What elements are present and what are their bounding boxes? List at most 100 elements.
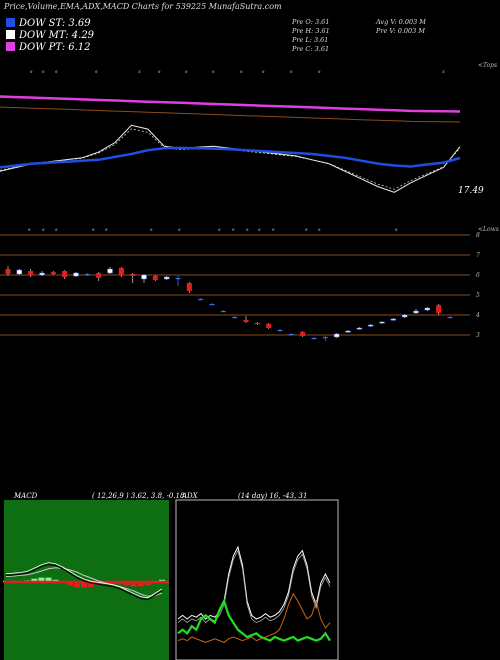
macd-histogram-bar-17 <box>123 582 130 586</box>
macd-histogram-bar-19 <box>137 582 144 587</box>
ema-top-label: <Tops <box>478 62 498 69</box>
candle-32 <box>367 324 374 327</box>
candle-9 <box>107 268 113 274</box>
macd-histogram-bar-9 <box>66 582 73 586</box>
macd-params: ( 12,26,9 ) 3.62, 3.8, -0.18 <box>92 492 185 500</box>
ema-marker-7: s <box>212 69 215 75</box>
candle-31 <box>356 327 363 330</box>
macd-histogram-bar-6 <box>45 577 52 582</box>
candle-1 <box>16 269 23 275</box>
price-marker-3: s <box>92 227 95 233</box>
candle-38 <box>436 305 442 313</box>
candle-10 <box>118 268 124 275</box>
candle-22 <box>254 323 260 325</box>
ema-st-line <box>0 146 461 169</box>
candle-37 <box>424 307 431 311</box>
candle-35 <box>401 314 408 318</box>
level-label-5: 5 <box>476 292 480 299</box>
macd-signal-line <box>5 567 163 597</box>
ema-marker-8: s <box>240 69 243 75</box>
price-lows-label: <Lows <box>478 226 499 233</box>
candle-6 <box>73 272 79 277</box>
price-marker-9: s <box>246 227 249 233</box>
page-title: Price,Volume,EMA,ADX,MACD Charts for 539… <box>4 2 282 11</box>
price-marker-10: s <box>258 227 261 233</box>
ema-mt-line <box>0 124 461 193</box>
candle-21 <box>243 320 249 322</box>
level-label-7: 7 <box>476 252 480 259</box>
candle-30 <box>345 330 351 333</box>
ema-marker-3: s <box>95 69 98 75</box>
macd-line <box>5 563 163 601</box>
price-marker-1: s <box>42 227 45 233</box>
candle-29 <box>333 333 340 338</box>
price-marker-8: s <box>232 227 235 233</box>
legend-swatch-pt <box>6 42 15 51</box>
ema-marker-6: s <box>185 69 188 75</box>
legend-swatch-mt <box>6 30 15 39</box>
adx-line-shadow <box>177 549 331 624</box>
macd-histogram-bar-12 <box>88 582 95 588</box>
candle-7 <box>84 274 90 276</box>
candle-12 <box>141 274 147 280</box>
price-marker-6: s <box>178 227 181 233</box>
level-label-6: 6 <box>476 272 480 279</box>
stat-prev-high: Pre H: 3.61 <box>292 27 330 35</box>
candle-16 <box>186 283 192 291</box>
candle-20 <box>232 317 238 319</box>
stat-prev-volume: Pre V: 0.003 M <box>376 27 426 35</box>
candle-3 <box>39 272 45 276</box>
candle-0 <box>5 269 11 274</box>
price-marker-14: s <box>395 227 398 233</box>
legend-dow-mt: DOW MT: 4.29 <box>6 30 94 41</box>
legend-label-pt: DOW PT: 6.12 <box>19 42 91 53</box>
macd-label: MACD <box>14 492 38 500</box>
macd-histogram-bar-18 <box>130 582 137 587</box>
candle-36 <box>413 310 419 314</box>
ema-last-value: 17.49 <box>458 186 484 196</box>
macd-histogram-bar-4 <box>31 578 38 582</box>
ema-marker-12: x <box>442 69 445 75</box>
adx-frame <box>175 499 339 660</box>
candle-28 <box>322 337 328 339</box>
price-marker-4: s <box>105 227 108 233</box>
candle-11 <box>130 274 136 276</box>
legend-dow-pt: DOW PT: 6.12 <box>6 42 91 53</box>
level-label-3: 3 <box>476 332 480 339</box>
price-marker-13: s <box>318 227 321 233</box>
stat-prev-low: Pre L: 3.61 <box>292 36 329 44</box>
ema-long-line <box>0 106 461 123</box>
price-marker-2: s <box>55 227 58 233</box>
ema-marker-9: s <box>262 69 265 75</box>
candle-18 <box>209 304 215 306</box>
adx-params: (14 day) 16, -43, 31 <box>238 492 308 500</box>
candle-15 <box>175 278 181 280</box>
candle-13 <box>152 276 158 280</box>
level-label-4: 4 <box>475 312 480 319</box>
adx-plus-di-line <box>177 598 331 642</box>
ema-marker-2: s <box>55 69 58 75</box>
legend-label-mt: DOW MT: 4.29 <box>19 30 95 41</box>
ema-marker-4: x <box>138 69 141 75</box>
ema-marker-0: s <box>30 69 33 75</box>
candle-5 <box>62 271 68 277</box>
level-label-8: 8 <box>476 232 480 239</box>
price-marker-11: s <box>272 227 275 233</box>
price-marker-12: s <box>305 227 308 233</box>
candle-4 <box>50 272 56 274</box>
candle-2 <box>28 271 34 275</box>
adx-label: ADX <box>182 492 198 500</box>
price-marker-0: s <box>28 227 31 233</box>
adx-minus-di-line <box>177 592 331 643</box>
legend-dow-st: DOW ST: 3.69 <box>6 18 91 29</box>
candle-26 <box>300 332 306 336</box>
ema-marker-5: s <box>158 69 161 75</box>
legend-label-st: DOW ST: 3.69 <box>19 18 91 29</box>
ema-marker-1: s <box>42 69 45 75</box>
macd-line-highlight <box>5 562 163 599</box>
macd-histogram-bar-20 <box>144 582 151 586</box>
stat-prev-open: Pre O: 3.61 <box>292 18 330 26</box>
macd-histogram-bar-5 <box>38 577 45 582</box>
price-marker-7: s <box>218 227 221 233</box>
